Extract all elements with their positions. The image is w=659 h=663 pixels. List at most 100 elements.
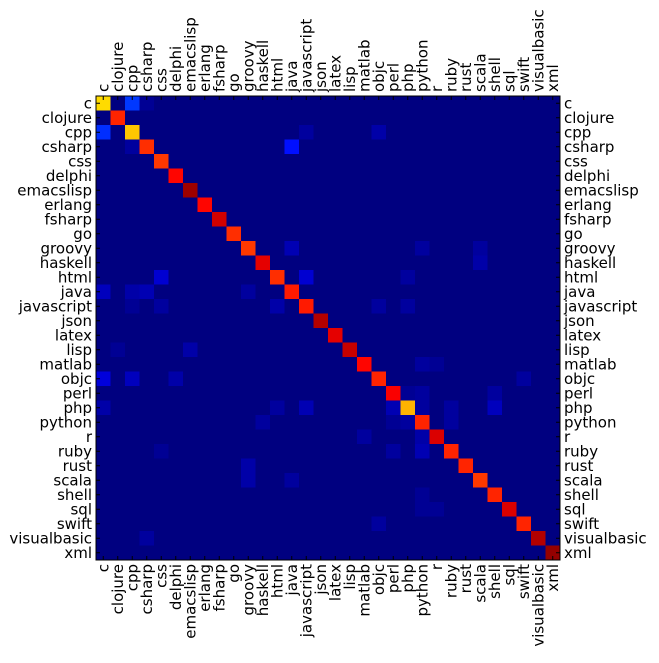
x-tick-label-top-objc: objc: [370, 61, 388, 92]
heatmap-cell-cpp-c: [96, 125, 111, 140]
heatmap-cell-xml-shell: [487, 545, 503, 561]
heatmap-cell-matlab-erlang: [197, 357, 213, 372]
heatmap-cell-matlab-delphi: [168, 357, 184, 372]
heatmap-cell-rust-delphi: [168, 458, 184, 474]
heatmap-cell-swift-visualbasic: [531, 516, 546, 532]
heatmap-cell-r-erlang: [197, 429, 213, 445]
heatmap-cell-latex-latex: [328, 328, 343, 343]
heatmap-cell-go-swift: [516, 226, 532, 242]
heatmap-cell-ruby-fsharp: [212, 444, 227, 459]
heatmap-cell-lisp-cpp: [125, 342, 140, 358]
heatmap-cell-clojure-delphi: [168, 110, 184, 126]
heatmap-cell-fsharp-groovy: [241, 212, 256, 227]
heatmap-cell-php-perl: [386, 400, 401, 416]
heatmap-cell-scala-clojure: [110, 473, 126, 488]
heatmap-cell-php-python: [415, 400, 430, 416]
heatmap-cell-csharp-html: [270, 139, 285, 155]
heatmap-cell-fsharp-erlang: [197, 212, 213, 227]
heatmap-cell-xml-sql: [502, 545, 517, 561]
heatmap-cell-python-json: [313, 415, 329, 430]
heatmap-cell-php-haskell: [255, 400, 271, 416]
heatmap-cell-csharp-objc: [371, 139, 387, 155]
heatmap-cell-sql-lisp: [342, 502, 358, 517]
heatmap-cell-css-swift: [516, 154, 532, 169]
heatmap-cell-perl-sql: [502, 386, 517, 401]
heatmap-cell-objc-shell: [487, 371, 503, 387]
heatmap-cell-javascript-go: [226, 299, 242, 314]
heatmap-cell-csharp-rust: [458, 139, 474, 155]
heatmap-cell-c-scala: [473, 96, 488, 111]
heatmap-cell-c-sql: [502, 96, 517, 111]
heatmap-cell-matlab-groovy: [241, 357, 256, 372]
heatmap-cell-php-r: [429, 400, 445, 416]
heatmap-cell-ruby-perl: [386, 444, 401, 459]
heatmap-cell-xml-objc: [371, 545, 387, 561]
x-tick-label-top-xml: xml: [544, 64, 562, 92]
heatmap-cell-javascript-fsharp: [212, 299, 227, 314]
y-tick-label-right-objc: objc: [564, 370, 595, 388]
heatmap-cell-html-css: [154, 270, 169, 285]
heatmap-cell-emacslisp-visualbasic: [531, 183, 546, 198]
heatmap-cell-shell-css: [154, 487, 169, 503]
heatmap-cell-html-csharp: [139, 270, 155, 285]
x-tick-label-bottom-erlang: erlang: [196, 564, 214, 612]
heatmap-cell-css-emacslisp: [183, 154, 198, 169]
heatmap-cell-perl-java: [284, 386, 300, 401]
heatmap-cell-php-visualbasic: [531, 400, 546, 416]
heatmap-cell-cpp-go: [226, 125, 242, 140]
heatmap-cells: [96, 96, 561, 561]
heatmap-cell-fsharp-perl: [386, 212, 401, 227]
heatmap-cell-objc-latex: [328, 371, 343, 387]
heatmap-cell-erlang-erlang: [197, 197, 213, 213]
heatmap-cell-latex-swift: [516, 328, 532, 343]
heatmap-cell-xml-fsharp: [212, 545, 227, 561]
heatmap-cell-delphi-json: [313, 168, 329, 184]
heatmap-cell-xml-swift: [516, 545, 532, 561]
heatmap-cell-c-objc: [371, 96, 387, 111]
heatmap-cell-fsharp-clojure: [110, 212, 126, 227]
heatmap-cell-emacslisp-emacslisp: [183, 183, 198, 198]
heatmap-cell-emacslisp-go: [226, 183, 242, 198]
heatmap-cell-php-xml: [545, 400, 561, 416]
heatmap-cell-go-python: [415, 226, 430, 242]
heatmap-cell-php-groovy: [241, 400, 256, 416]
heatmap-cell-erlang-scala: [473, 197, 488, 213]
heatmap-cell-go-html: [270, 226, 285, 242]
heatmap-cell-c-latex: [328, 96, 343, 111]
heatmap-cell-swift-emacslisp: [183, 516, 198, 532]
y-tick-label-left-erlang: erlang: [44, 196, 92, 214]
heatmap-cell-swift-python: [415, 516, 430, 532]
heatmap-cell-haskell-cpp: [125, 255, 140, 271]
heatmap-cell-clojure-r: [429, 110, 445, 126]
heatmap-cell-go-visualbasic: [531, 226, 546, 242]
x-tick-label-top-erlang: erlang: [196, 44, 214, 92]
heatmap-cell-sql-javascript: [299, 502, 314, 517]
heatmap-cell-swift-c: [96, 516, 111, 532]
heatmap-cell-javascript-html: [270, 299, 285, 314]
heatmap-cell-cpp-python: [415, 125, 430, 140]
heatmap-cell-java-c: [96, 284, 111, 300]
y-tick-label-left-scala: scala: [53, 471, 92, 489]
heatmap-cell-swift-php: [400, 516, 416, 532]
heatmap-cell-delphi-haskell: [255, 168, 271, 184]
x-tick-label-top-perl: perl: [384, 63, 402, 92]
heatmap-cell-shell-rust: [458, 487, 474, 503]
heatmap-cell-delphi-erlang: [197, 168, 213, 184]
heatmap-cell-visualbasic-go: [226, 531, 242, 546]
y-tick-label-left-latex: latex: [55, 326, 92, 344]
heatmap-cell-lisp-c: [96, 342, 111, 358]
y-tick-label-right-perl: perl: [564, 384, 593, 402]
heatmap-cell-latex-erlang: [197, 328, 213, 343]
heatmap-cell-python-matlab: [357, 415, 372, 430]
heatmap-cell-matlab-r: [429, 357, 445, 372]
heatmap-cell-python-python: [415, 415, 430, 430]
heatmap-cell-c-emacslisp: [183, 96, 198, 111]
y-tick-label-right-lisp: lisp: [564, 341, 590, 359]
heatmap-cell-ruby-php: [400, 444, 416, 459]
heatmap-cell-php-delphi: [168, 400, 184, 416]
heatmap-cell-latex-objc: [371, 328, 387, 343]
heatmap-cell-cpp-r: [429, 125, 445, 140]
heatmap-cell-shell-ruby: [444, 487, 459, 503]
heatmap-cell-c-go: [226, 96, 242, 111]
